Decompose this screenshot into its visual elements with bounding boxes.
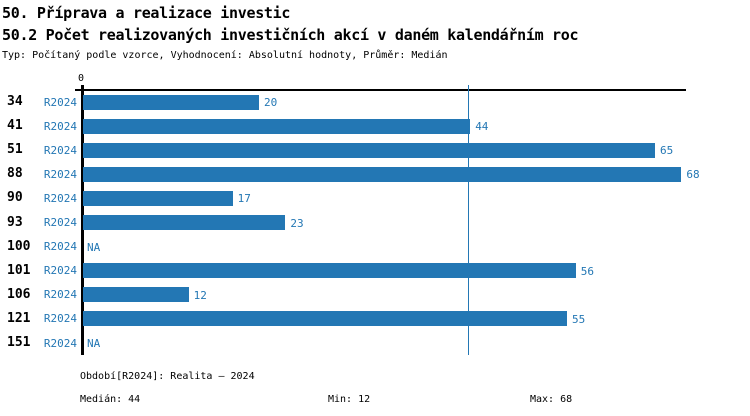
row-value-label: 23	[290, 216, 304, 230]
chart-row: 88 R2024 68	[0, 162, 750, 186]
x-axis-line	[75, 89, 686, 91]
row-value-label: 65	[660, 144, 674, 158]
row-id-label: 90	[7, 190, 23, 206]
x-axis-origin-label: 0	[77, 73, 85, 84]
chart-row: 101 R2024 56	[0, 259, 750, 283]
row-bar	[83, 263, 576, 279]
chart-row: 151 R2024 NA	[0, 331, 750, 355]
row-series-label: R2024	[43, 336, 77, 350]
row-id-label: 34	[7, 94, 23, 109]
row-bar	[83, 118, 471, 134]
row-id-label: 51	[7, 142, 23, 158]
row-series-label: R2024	[43, 264, 77, 278]
row-value-label: 17	[237, 192, 251, 206]
row-series-label: R2024	[43, 240, 77, 254]
row-bar	[83, 190, 233, 206]
row-series-label: R2024	[43, 95, 77, 109]
chart-row: 93 R2024 23	[0, 211, 750, 235]
row-id-label: 121	[7, 310, 31, 326]
row-value-label: 68	[686, 168, 700, 182]
row-value-label: 56	[580, 264, 595, 278]
footer-median-label: Medián: 44	[80, 394, 141, 405]
indicator-subtitle: Typ: Počítaný podle vzorce, Vyhodnocení:…	[2, 50, 448, 61]
chart-row: 100 R2024 NA	[0, 235, 750, 259]
row-value-label: 55	[572, 312, 586, 326]
footer-max-label: Max: 68	[530, 394, 573, 405]
row-bar	[83, 287, 189, 303]
y-axis-line	[81, 85, 84, 355]
row-id-label: 151	[7, 335, 31, 350]
row-id-label: 101	[7, 262, 31, 278]
chart-row: 41 R2024 44	[0, 114, 750, 138]
row-id-label: 88	[7, 166, 23, 182]
median-reference-line	[467, 85, 469, 355]
row-series-label: R2024	[43, 167, 77, 181]
chart-row: 106 R2024 12	[0, 283, 750, 307]
row-id-label: 106	[7, 286, 31, 302]
row-series-label: R2024	[43, 119, 77, 133]
chart-row: 121 R2024 55	[0, 307, 750, 331]
footer-min-label: Min: 12	[328, 394, 371, 405]
footer-period-label: Období[R2024]: Realita – 2024	[80, 371, 255, 382]
row-series-label: R2024	[43, 191, 77, 205]
row-series-label: R2024	[43, 288, 77, 302]
indicator-title: 50.2 Počet realizovaných investičních ak…	[2, 26, 579, 44]
row-na-label: NA	[87, 240, 101, 254]
row-series-label: R2024	[43, 143, 77, 157]
row-bar	[83, 142, 655, 158]
row-id-label: 93	[7, 214, 23, 230]
row-bar	[83, 166, 682, 182]
chart-row: 34 R2024 20	[0, 90, 750, 114]
report-title: 50. Příprava a realizace investic	[2, 4, 291, 22]
row-value-label: 44	[475, 120, 489, 134]
row-value-label: 12	[193, 288, 207, 302]
row-id-label: 41	[7, 118, 23, 134]
row-id-label: 100	[7, 238, 31, 254]
chart-row: 51 R2024 65	[0, 138, 750, 162]
chart-row: 90 R2024 17	[0, 186, 750, 210]
row-bar	[83, 311, 567, 327]
row-series-label: R2024	[43, 216, 77, 229]
row-bar	[83, 94, 259, 110]
row-series-label: R2024	[43, 312, 77, 326]
row-value-label: 20	[264, 96, 278, 109]
chart-rows: 34 R2024 20 41 R2024 44 51 R2024 65 88 R2024 68 90 R2…	[0, 90, 750, 356]
row-bar	[83, 215, 286, 230]
row-na-label: NA	[87, 337, 101, 350]
